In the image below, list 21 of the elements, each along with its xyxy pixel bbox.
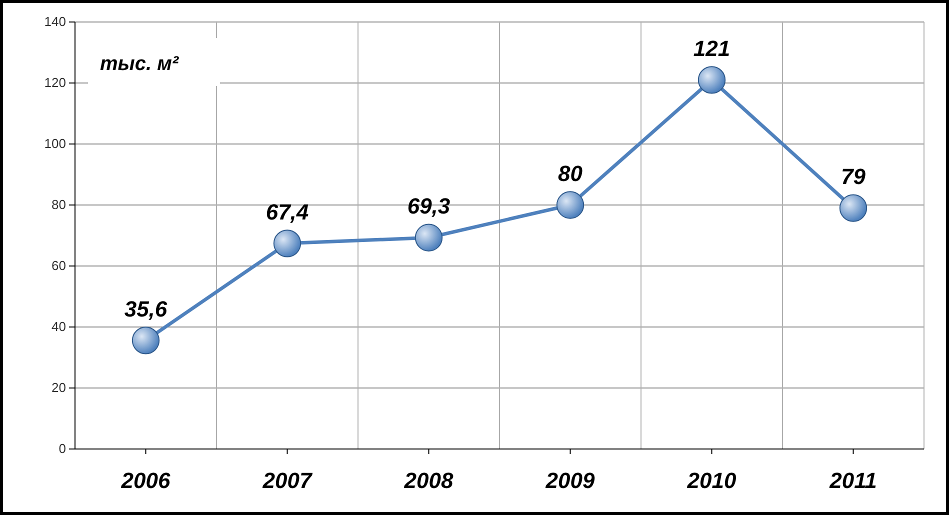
- y-tick-label: 120: [44, 75, 66, 90]
- x-tick-label: 2007: [262, 468, 314, 493]
- y-tick-label: 80: [52, 197, 66, 212]
- x-tick-label: 2006: [120, 468, 171, 493]
- x-tick-label: 2009: [544, 468, 596, 493]
- y-axis-title: тыс. м²: [100, 53, 180, 75]
- data-label: 67,4: [266, 199, 309, 224]
- data-label: 35,6: [124, 296, 168, 322]
- data-label: 69,3: [407, 194, 450, 219]
- data-label: 80: [558, 161, 584, 186]
- y-tick-label: 20: [52, 380, 66, 396]
- y-tick-label: 40: [52, 319, 66, 334]
- y-tick-label: 140: [44, 14, 66, 30]
- x-tick-label: 2008: [403, 468, 454, 493]
- data-label: 79: [841, 164, 866, 190]
- y-tick-label: 100: [44, 136, 66, 152]
- y-tick-label: 0: [58, 441, 66, 456]
- y-tick-label: 60: [52, 258, 66, 274]
- x-tick-label: 2011: [828, 468, 877, 493]
- data-label: 121: [693, 36, 730, 61]
- x-tick-label: 2010: [686, 468, 737, 493]
